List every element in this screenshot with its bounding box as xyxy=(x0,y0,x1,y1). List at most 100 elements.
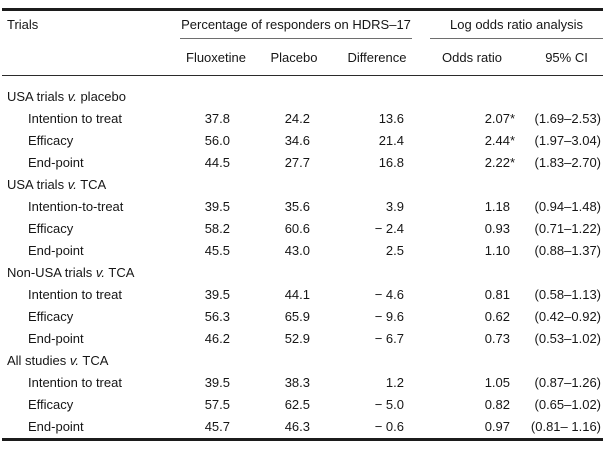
difference-value: 13.6 xyxy=(378,111,404,126)
section-row-usa-v-placebo: USA trials v. placebo xyxy=(2,76,603,109)
table-header: Trials Percentage of responders on HDRS–… xyxy=(2,9,604,76)
fluoxetine-value: 57.5 xyxy=(204,397,230,412)
difference-value: 1.2 xyxy=(385,375,404,390)
fluoxetine-value: 39.5 xyxy=(204,199,230,214)
odds-ratio-number: 2.22 xyxy=(484,155,510,170)
row-label: Efficacy xyxy=(28,309,74,324)
placebo-value: 65.9 xyxy=(284,309,310,324)
ci-value: (0.87–1.26) xyxy=(534,375,602,390)
ci-value: (1.97–3.04) xyxy=(534,133,602,148)
section-title-versus: v. xyxy=(69,353,80,368)
section-row-all-v-tca: All studies v. TCA xyxy=(2,350,603,372)
fluoxetine-value: 39.5 xyxy=(204,375,230,390)
significance-marker: * xyxy=(510,133,516,148)
placebo-value: 27.7 xyxy=(284,155,310,170)
odds-ratio-number: 1.10 xyxy=(484,243,510,258)
table-row: Intention to treat 39.5 44.1 − 4.6 0.81 … xyxy=(2,284,603,306)
difference-value: − 5.0 xyxy=(374,397,404,412)
ci-value: (0.42–0.92) xyxy=(534,309,602,324)
fluoxetine-value: 45.7 xyxy=(204,419,230,434)
column-header-fluoxetine: Fluoxetine xyxy=(172,39,248,76)
placebo-value: 46.3 xyxy=(284,419,310,434)
table-row: End-point 45.7 46.3 − 0.6 0.97 (0.81– 1.… xyxy=(2,416,603,440)
odds-ratio-value: 0.93 xyxy=(414,218,518,240)
section-title-versus: v. xyxy=(67,89,77,104)
section-row-usa-v-tca: USA trials v. TCA xyxy=(2,174,603,196)
difference-value: − 9.6 xyxy=(374,309,404,324)
table-body: USA trials v. placebo Intention to treat… xyxy=(2,76,603,440)
difference-value: − 0.6 xyxy=(374,419,404,434)
section-title: Non-USA trials v. TCA xyxy=(2,262,603,284)
fluoxetine-value: 46.2 xyxy=(204,331,230,346)
group-header-responders: Percentage of responders on HDRS–17 xyxy=(172,10,414,39)
placebo-value: 35.6 xyxy=(284,199,310,214)
column-header-trials: Trials xyxy=(2,9,172,76)
group-header-responders-label: Percentage of responders on HDRS–17 xyxy=(180,11,412,39)
difference-value: 16.8 xyxy=(378,155,404,170)
odds-ratio-number: 0.73 xyxy=(484,331,510,346)
table-row: Intention to treat 39.5 38.3 1.2 1.05 (0… xyxy=(2,372,603,394)
odds-ratio-number: 1.18 xyxy=(484,199,510,214)
ci-value: (0.58–1.13) xyxy=(534,287,602,302)
difference-value: − 2.4 xyxy=(374,221,404,236)
column-header-odds-ratio: Odds ratio xyxy=(414,39,518,76)
odds-ratio-value: 0.82 xyxy=(414,394,518,416)
table-row: Efficacy 58.2 60.6 − 2.4 0.93 (0.71–1.22… xyxy=(2,218,603,240)
ci-value: (0.81– 1.16) xyxy=(530,419,602,434)
section-title-versus: v. xyxy=(67,177,77,192)
fluoxetine-value: 58.2 xyxy=(204,221,230,236)
section-title-post: TCA xyxy=(76,177,107,192)
ci-value: (1.83–2.70) xyxy=(534,155,602,170)
table-row: Efficacy 56.3 65.9 − 9.6 0.62 (0.42–0.92… xyxy=(2,306,603,328)
odds-ratio-value: 2.44* xyxy=(414,130,518,152)
section-title: USA trials v. TCA xyxy=(2,174,603,196)
odds-ratio-value: 1.10 xyxy=(414,240,518,262)
fluoxetine-value: 37.8 xyxy=(204,111,230,126)
table-row: Efficacy 56.0 34.6 21.4 2.44* (1.97–3.04… xyxy=(2,130,603,152)
odds-ratio-value: 1.18 xyxy=(414,196,518,218)
section-title-pre: Non-USA trials xyxy=(7,265,96,280)
odds-ratio-number: 2.07 xyxy=(484,111,510,126)
row-label: Intention to treat xyxy=(28,111,122,126)
row-label: Efficacy xyxy=(28,397,74,412)
odds-ratio-value: 0.62 xyxy=(414,306,518,328)
row-label: End-point xyxy=(28,331,84,346)
fluoxetine-value: 56.3 xyxy=(204,309,230,324)
odds-ratio-value: 0.81 xyxy=(414,284,518,306)
ci-value: (1.69–2.53) xyxy=(534,111,602,126)
table-row: End-point 46.2 52.9 − 6.7 0.73 (0.53–1.0… xyxy=(2,328,603,350)
table-row: Efficacy 57.5 62.5 − 5.0 0.82 (0.65–1.02… xyxy=(2,394,603,416)
section-title-post: TCA xyxy=(79,353,109,368)
odds-ratio-number: 0.93 xyxy=(484,221,510,236)
fluoxetine-value: 45.5 xyxy=(204,243,230,258)
row-label: Efficacy xyxy=(28,221,74,236)
group-header-row: Trials Percentage of responders on HDRS–… xyxy=(2,9,604,76)
odds-ratio-value: 2.22* xyxy=(414,152,518,174)
row-label: Intention to treat xyxy=(28,375,122,390)
fluoxetine-value: 56.0 xyxy=(204,133,230,148)
significance-marker: * xyxy=(510,155,516,170)
placebo-value: 60.6 xyxy=(284,221,310,236)
column-header-ci: 95% CI xyxy=(518,39,604,76)
odds-ratio-value: 0.97 xyxy=(414,416,518,440)
odds-ratio-number: 0.81 xyxy=(484,287,510,302)
table-row: Intention-to-treat 39.5 35.6 3.9 1.18 (0… xyxy=(2,196,603,218)
odds-ratio-number: 0.82 xyxy=(484,397,510,412)
column-header-difference: Difference xyxy=(328,39,414,76)
difference-value: 21.4 xyxy=(378,133,404,148)
section-title-pre: All studies xyxy=(7,353,70,368)
placebo-value: 34.6 xyxy=(284,133,310,148)
table-row: End-point 45.5 43.0 2.5 1.10 (0.88–1.37) xyxy=(2,240,603,262)
section-title: USA trials v. placebo xyxy=(2,76,603,109)
section-title-pre: USA trials xyxy=(7,89,68,104)
row-label: Efficacy xyxy=(28,133,74,148)
placebo-value: 62.5 xyxy=(284,397,310,412)
odds-ratio-number: 0.62 xyxy=(484,309,510,324)
section-title-post: placebo xyxy=(76,89,126,104)
odds-ratio-number: 1.05 xyxy=(484,375,510,390)
section-row-nonusa-v-tca: Non-USA trials v. TCA xyxy=(2,262,603,284)
fluoxetine-value: 44.5 xyxy=(204,155,230,170)
row-label: Intention-to-treat xyxy=(28,199,124,214)
ci-value: (0.88–1.37) xyxy=(534,243,602,258)
